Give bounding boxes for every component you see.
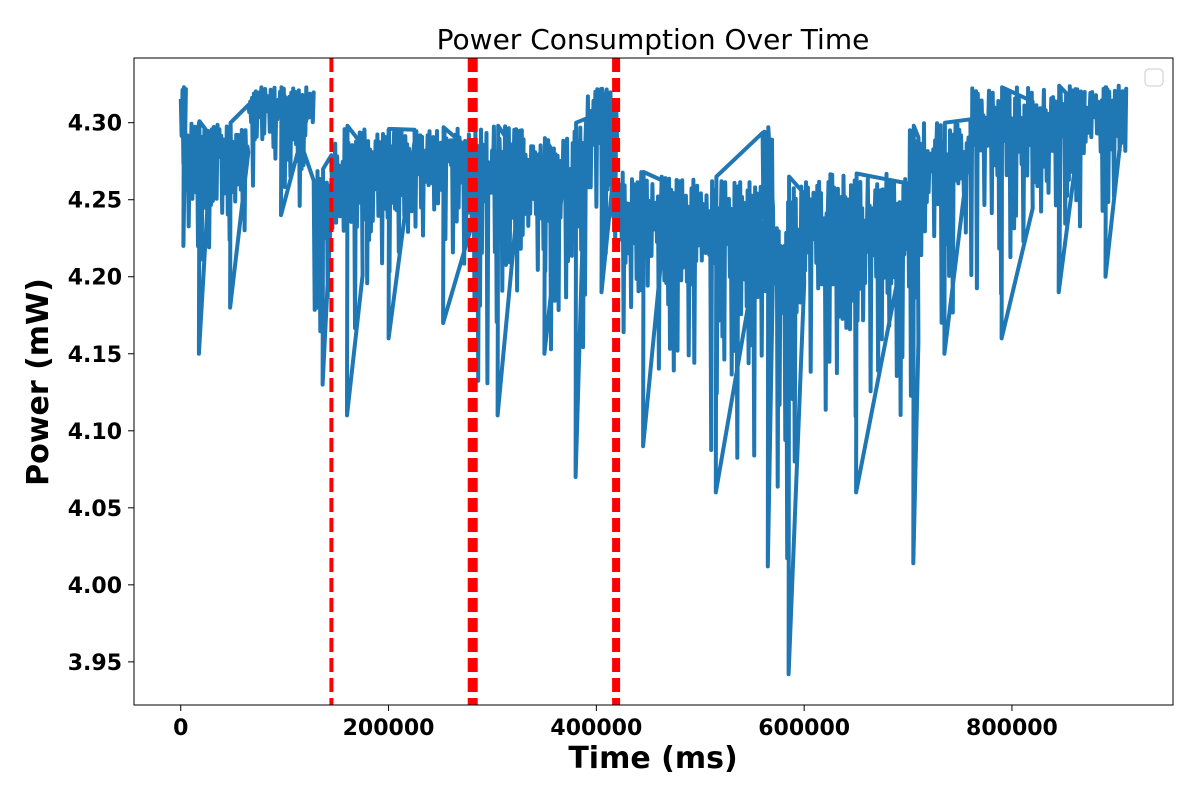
x-axis-ticks: 0 200000 400000 600000 800000 [173, 705, 1058, 741]
y-tick-label: 3.95 [68, 651, 122, 676]
y-tick-label: 4.00 [68, 574, 122, 599]
y-tick-label: 4.30 [68, 112, 122, 137]
x-tick-label: 800000 [966, 716, 1058, 741]
x-tick-label: 200000 [343, 716, 435, 741]
y-tick-label: 4.25 [68, 189, 122, 214]
power-series [178, 83, 1129, 677]
y-tick-label: 4.10 [68, 420, 122, 445]
x-axis-label: Time (ms) [568, 741, 737, 776]
x-tick-label: 0 [173, 716, 188, 741]
legend-box [1144, 68, 1164, 87]
y-axis-ticks: 3.95 4.00 4.05 4.10 4.15 4.20 4.25 4.30 [68, 112, 134, 676]
y-tick-label: 4.20 [68, 266, 122, 291]
x-tick-label: 600000 [758, 716, 850, 741]
y-axis-label: Power (mW) [21, 278, 56, 486]
y-tick-label: 4.15 [68, 343, 122, 368]
plot-frame [133, 57, 1174, 706]
series-line-0 [178, 83, 1129, 677]
marker-lines [329, 58, 621, 705]
y-tick-label: 4.05 [68, 497, 122, 522]
x-tick-label: 400000 [550, 716, 642, 741]
chart-title: Power Consumption Over Time [437, 23, 870, 56]
